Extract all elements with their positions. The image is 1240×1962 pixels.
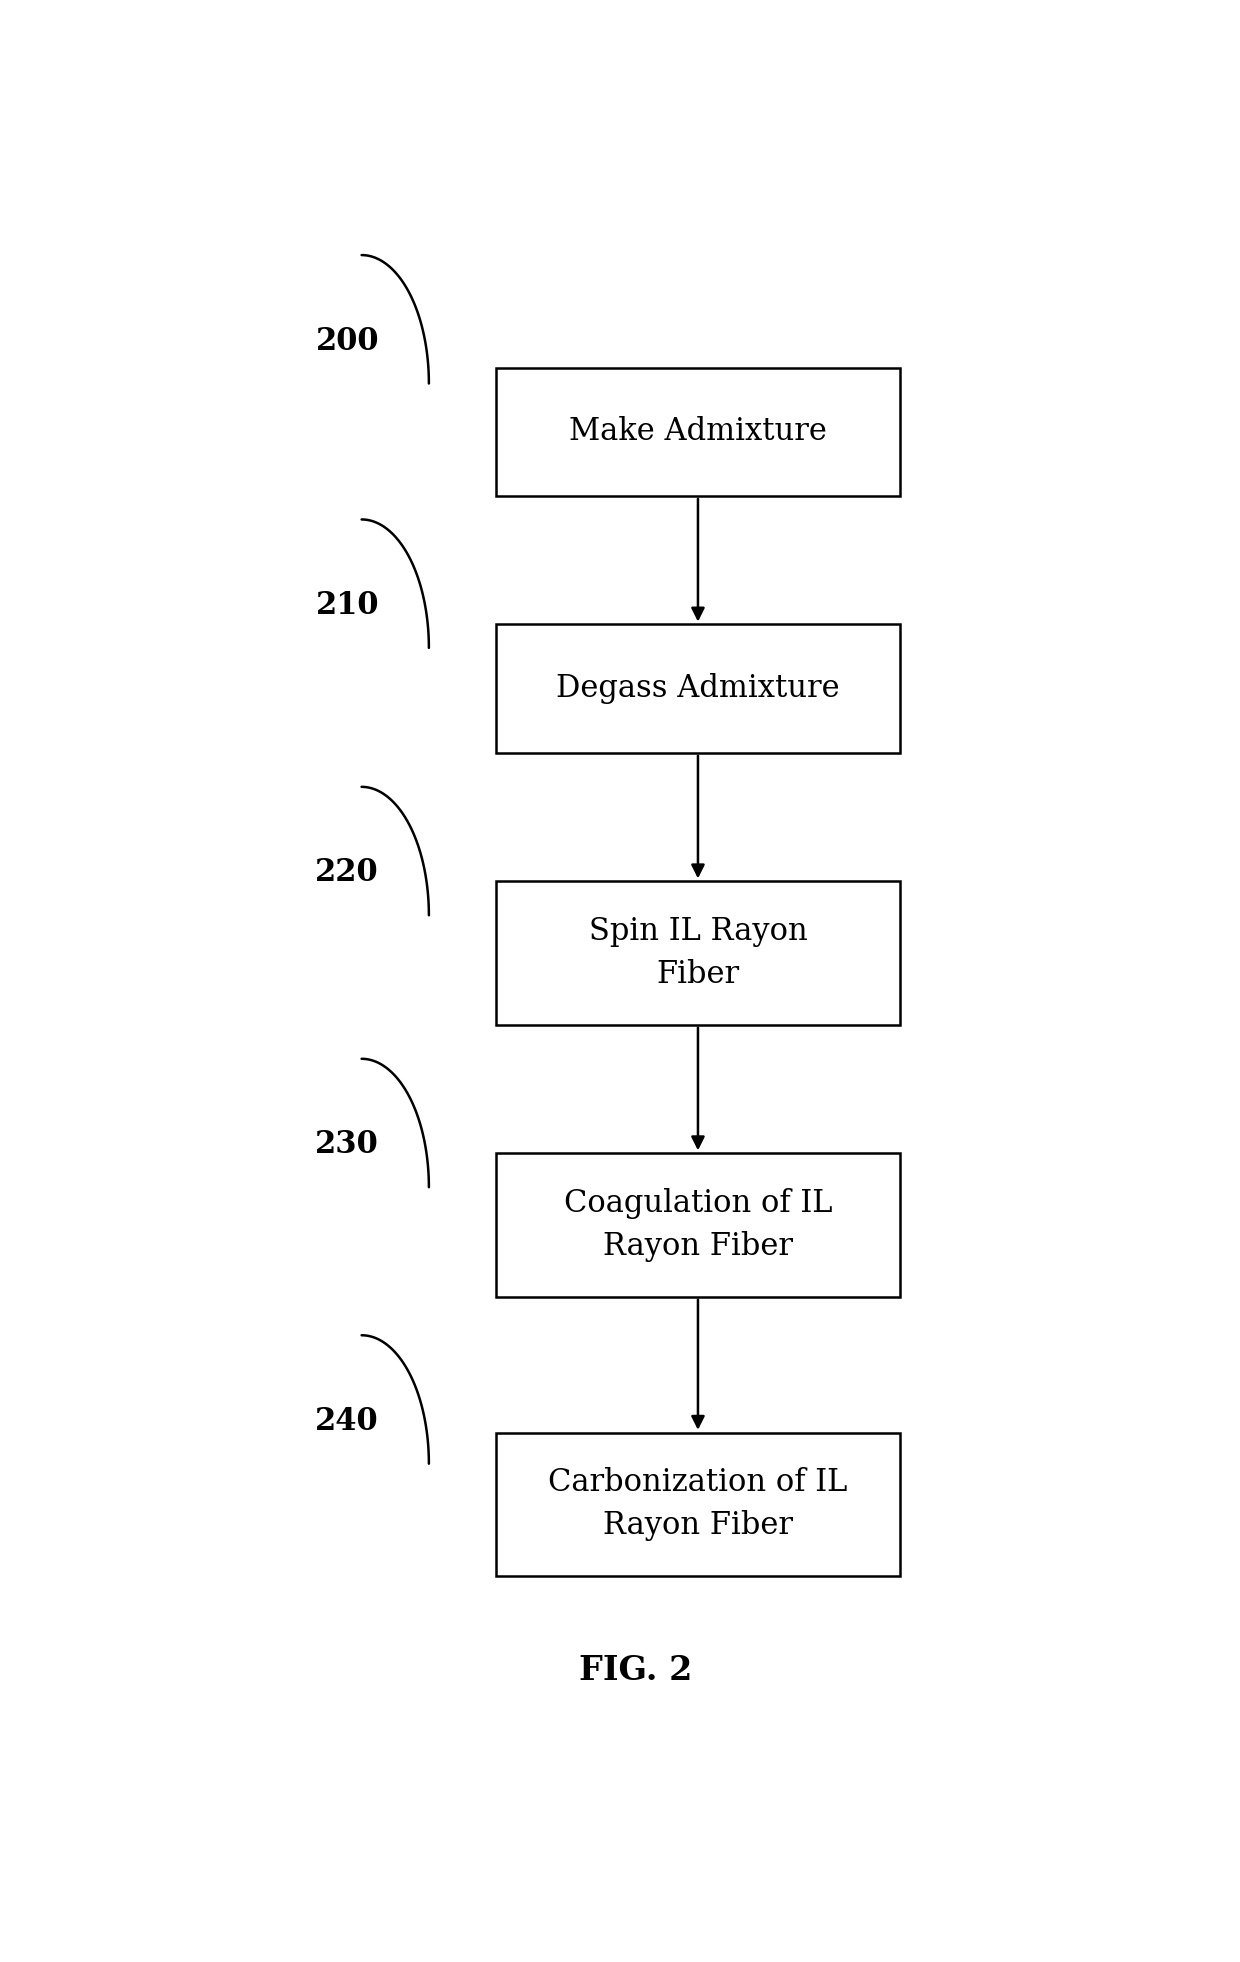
Text: 220: 220 [315,857,379,889]
Text: Degass Admixture: Degass Admixture [557,673,839,704]
Bar [496,367,900,496]
Bar [496,1432,900,1575]
Text: 200: 200 [315,326,379,357]
Text: Carbonization of IL
Rayon Fiber: Carbonization of IL Rayon Fiber [548,1468,848,1542]
Text: 210: 210 [315,591,379,622]
Text: 230: 230 [315,1130,379,1160]
Bar [496,1154,900,1297]
Text: Make Admixture: Make Admixture [569,416,827,447]
Bar [496,881,900,1024]
Text: Coagulation of IL
Rayon Fiber: Coagulation of IL Rayon Fiber [564,1187,832,1262]
Text: FIG. 2: FIG. 2 [579,1654,692,1687]
Bar [496,624,900,753]
Text: 240: 240 [315,1407,379,1436]
Text: Spin IL Rayon
Fiber: Spin IL Rayon Fiber [589,916,807,991]
